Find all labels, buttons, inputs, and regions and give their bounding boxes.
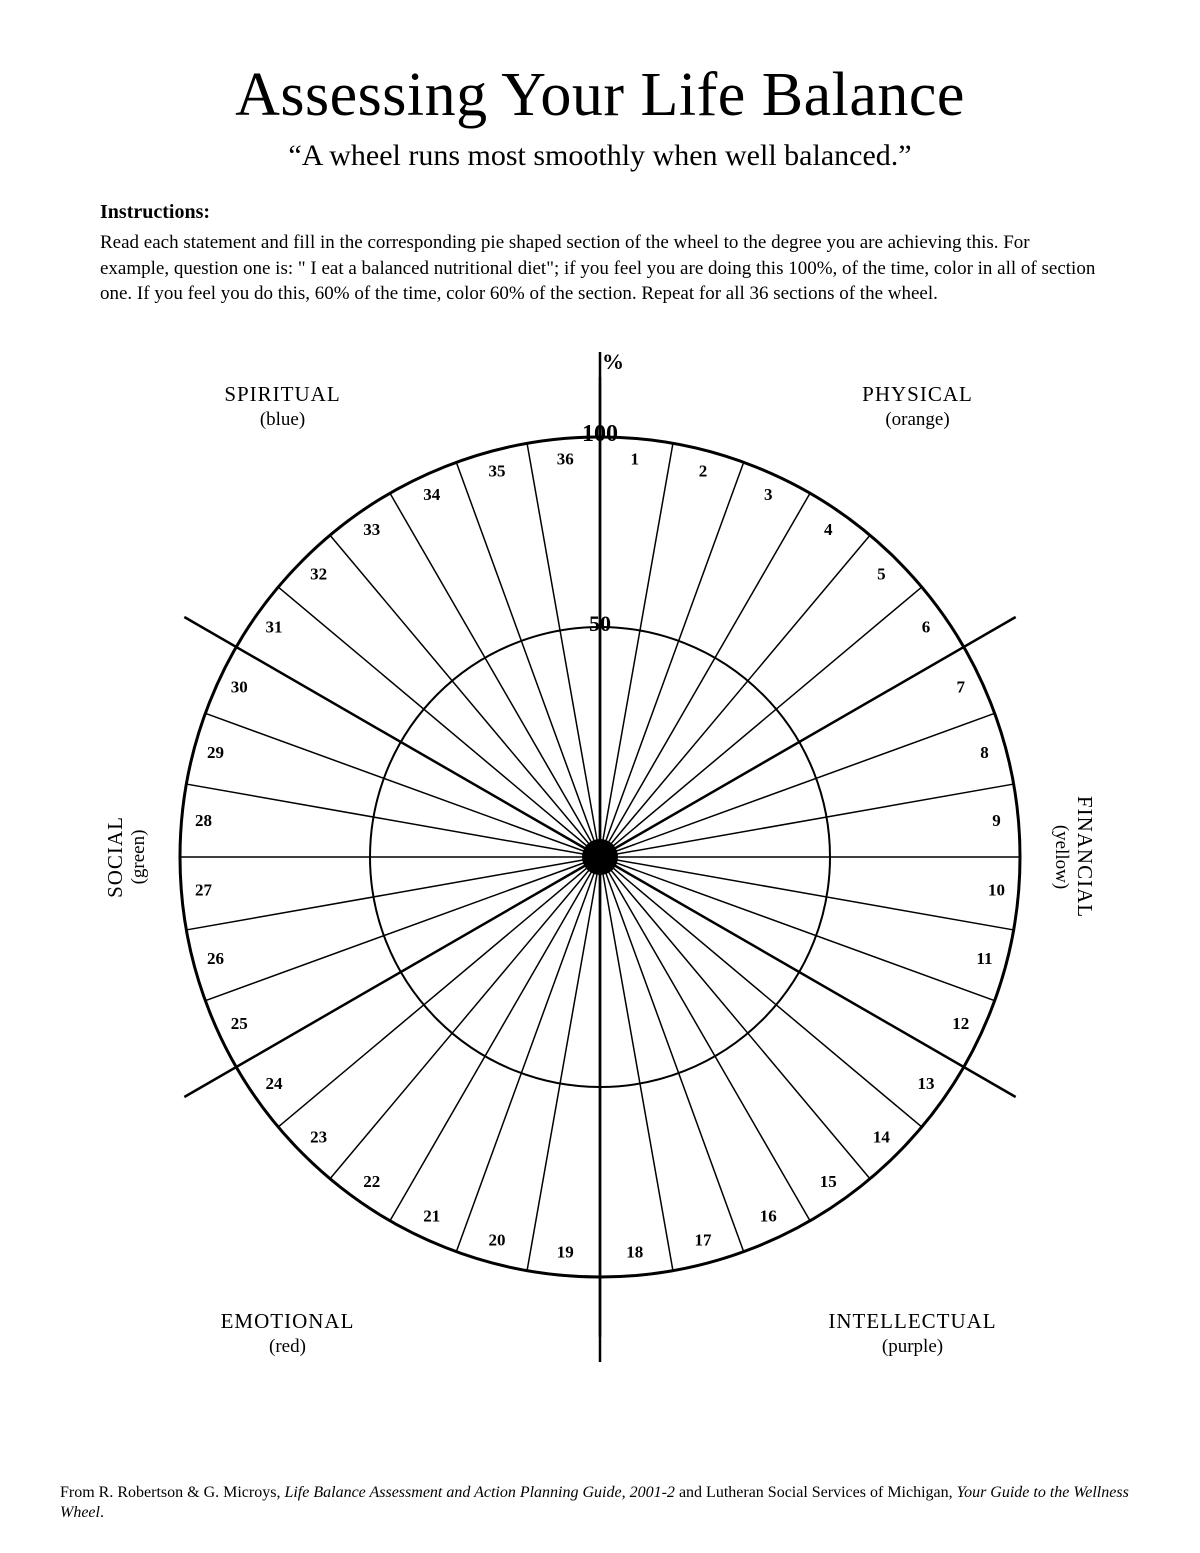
credit-suffix: .	[100, 1504, 104, 1521]
page-subtitle: “A wheel runs most smoothly when well ba…	[100, 139, 1100, 173]
section-number: 35	[488, 461, 505, 480]
section-number: 15	[820, 1172, 837, 1191]
section-number: 33	[363, 520, 380, 539]
category-physical-sub: (orange)	[885, 409, 949, 430]
category-spiritual-sub: (blue)	[260, 409, 305, 430]
category-intellectual: INTELLECTUAL	[828, 1309, 996, 1333]
section-number: 8	[980, 743, 989, 762]
section-number: 6	[922, 618, 931, 637]
section-number: 19	[557, 1242, 574, 1261]
credit-line: From R. Robertson & G. Microys, Life Bal…	[60, 1483, 1140, 1523]
section-number: 21	[423, 1207, 440, 1226]
section-number: 2	[699, 461, 708, 480]
section-number: 29	[207, 743, 224, 762]
svg-text:FINANCIAL: FINANCIAL	[1073, 796, 1097, 918]
life-balance-wheel: 1234567891011121314151617181920212223242…	[100, 317, 1100, 1377]
section-number: 3	[764, 485, 773, 504]
section-number: 1	[630, 449, 639, 468]
instructions-heading: Instructions:	[100, 201, 1100, 224]
section-number: 31	[265, 618, 282, 637]
section-number: 4	[824, 520, 833, 539]
wheel-container: 1234567891011121314151617181920212223242…	[100, 317, 1100, 1377]
credit-title-1: Life Balance Assessment and Action Plann…	[284, 1484, 674, 1501]
page-root: Assessing Your Life Balance “A wheel run…	[0, 0, 1200, 1553]
svg-text:(yellow): (yellow)	[1051, 825, 1072, 889]
section-number: 7	[956, 678, 965, 697]
percent-symbol: %	[602, 349, 624, 374]
svg-text:SOCIAL: SOCIAL	[103, 816, 127, 898]
section-number: 22	[363, 1172, 380, 1191]
category-emotional-sub: (red)	[269, 1336, 306, 1357]
page-title: Assessing Your Life Balance	[100, 60, 1100, 131]
section-number: 20	[488, 1230, 505, 1249]
section-number: 27	[195, 881, 213, 900]
section-number: 24	[265, 1074, 283, 1093]
category-spiritual: SPIRITUAL	[224, 382, 340, 406]
section-number: 34	[423, 485, 441, 504]
category-emotional: EMOTIONAL	[221, 1309, 355, 1333]
credit-prefix: From R. Robertson & G. Microys,	[60, 1484, 284, 1501]
ring-label-100: 100	[582, 421, 618, 447]
section-number: 13	[918, 1074, 935, 1093]
section-number: 28	[195, 811, 212, 830]
section-number: 30	[231, 678, 248, 697]
category-financial: FINANCIAL(yellow)	[1051, 796, 1097, 918]
section-number: 23	[310, 1127, 327, 1146]
section-number: 32	[310, 564, 327, 583]
section-number: 25	[231, 1014, 248, 1033]
section-number: 18	[626, 1242, 643, 1261]
section-number: 36	[557, 449, 574, 468]
section-number: 17	[695, 1230, 713, 1249]
section-number: 5	[877, 564, 886, 583]
instructions-body: Read each statement and fill in the corr…	[100, 230, 1100, 307]
section-number: 26	[207, 949, 224, 968]
section-number: 14	[873, 1127, 891, 1146]
section-number: 10	[988, 881, 1005, 900]
section-number: 16	[760, 1207, 777, 1226]
section-number: 12	[952, 1014, 969, 1033]
svg-text:(green): (green)	[128, 829, 149, 884]
section-number: 11	[976, 949, 992, 968]
ring-label-50: 50	[589, 611, 611, 636]
category-social: SOCIAL(green)	[103, 816, 149, 898]
category-intellectual-sub: (purple)	[882, 1336, 943, 1357]
credit-mid: and Lutheran Social Services of Michigan…	[675, 1484, 957, 1501]
section-number: 9	[992, 811, 1001, 830]
category-physical: PHYSICAL	[862, 382, 973, 406]
